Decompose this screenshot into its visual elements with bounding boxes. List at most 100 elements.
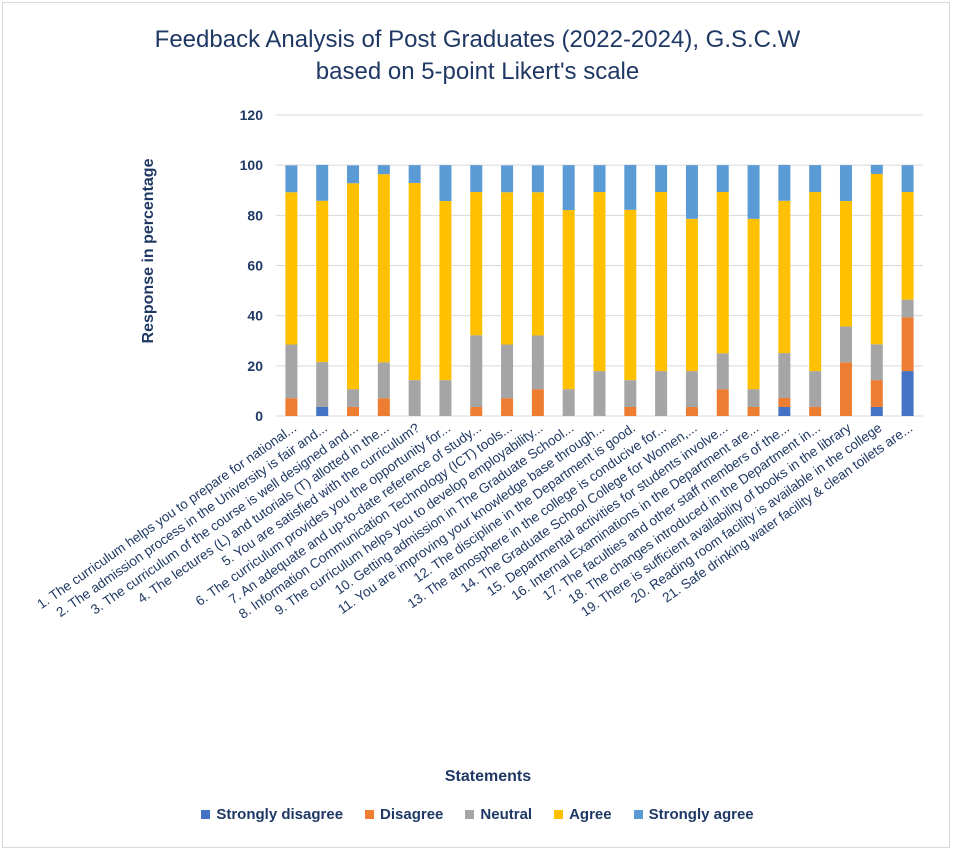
bar-segment <box>316 164 329 201</box>
bar-segment <box>285 165 298 193</box>
bar-segment <box>285 398 298 416</box>
bar-segment <box>501 192 514 345</box>
bar-segment <box>316 362 329 407</box>
chart-title-line-2: based on 5-point Likert's scale <box>315 58 640 85</box>
bar-segment <box>470 165 483 193</box>
bar-segment <box>408 182 421 381</box>
y-axis-title: Response in percentage <box>140 158 157 343</box>
legend-label: Strongly disagree <box>216 806 344 823</box>
legend-swatch <box>465 810 475 819</box>
bar-segment <box>624 164 637 210</box>
bar-segment <box>870 380 883 407</box>
chart-title-line-1: Feedback Analysis of Post Graduates (202… <box>154 26 801 53</box>
bar-segment <box>901 371 914 416</box>
bar-segment <box>839 165 852 202</box>
bar-segment <box>655 371 668 416</box>
bar-segment <box>439 165 452 202</box>
bar-segment <box>470 406 483 416</box>
bar-segment <box>716 165 729 193</box>
bar-segment <box>531 192 544 336</box>
bar-segment <box>470 335 483 407</box>
bar-segment <box>377 165 390 175</box>
bar-segment <box>778 164 791 201</box>
bar-segment <box>531 389 544 416</box>
bar-segment <box>285 192 298 345</box>
y-tick-label: 80 <box>247 207 263 223</box>
bar-segment <box>377 398 390 416</box>
legend-item: Agree <box>554 806 612 823</box>
bar-segment <box>839 362 852 416</box>
legend-swatch <box>365 810 375 819</box>
bar-segment <box>716 353 729 390</box>
bar-segment <box>716 192 729 354</box>
bar-segment <box>870 406 883 416</box>
chart-title: Feedback Analysis of Post Graduates (202… <box>0 24 955 88</box>
bar-segment <box>901 165 914 193</box>
bar-segment <box>624 406 637 416</box>
y-tick-label: 0 <box>255 408 263 424</box>
legend-swatch <box>554 810 564 819</box>
bar-segment <box>347 165 360 184</box>
bar-segment <box>685 406 698 416</box>
bar-segment <box>747 389 760 407</box>
bar-segment <box>593 165 606 193</box>
bar-segment <box>439 380 452 416</box>
bar-segment <box>624 380 637 407</box>
bar-segment <box>685 371 698 407</box>
bar-segment <box>809 192 822 372</box>
bar-segment <box>377 362 390 399</box>
bar-segment <box>408 165 421 183</box>
legend-label: Agree <box>569 806 612 823</box>
y-tick-label: 40 <box>247 308 263 324</box>
bar-segment <box>470 192 483 336</box>
bar-segment <box>347 389 360 407</box>
legend-label: Neutral <box>480 806 533 823</box>
bar-segment <box>501 398 514 416</box>
bar-segment <box>809 165 822 193</box>
bar-segment <box>408 380 421 416</box>
legend-label: Disagree <box>380 806 444 823</box>
bar-segment <box>747 406 760 416</box>
bar-segment <box>901 299 914 318</box>
bar-segment <box>347 406 360 416</box>
legend: Strongly disagree Disagree Neutral Agree Str… <box>0 806 955 823</box>
y-tick-label: 100 <box>240 157 264 173</box>
bars <box>285 164 914 416</box>
bar-segment <box>839 201 852 327</box>
bar-segment <box>839 326 852 363</box>
y-tick-label: 120 <box>240 107 264 123</box>
bar-segment <box>778 200 791 354</box>
legend-item: Disagree <box>365 806 443 823</box>
bar-segment <box>501 344 514 399</box>
y-tick-label: 20 <box>247 358 263 374</box>
bar-segment <box>685 165 698 219</box>
bar-segment <box>562 210 575 390</box>
y-tick-labels: 0 20 40 60 80 100 120 <box>240 107 264 424</box>
legend-item: Strongly agree <box>633 806 754 823</box>
bar-segment <box>655 165 668 193</box>
bar-segment <box>347 183 360 390</box>
bar-segment <box>562 389 575 416</box>
bar-segment <box>870 344 883 381</box>
x-axis-title: Statements <box>445 768 531 785</box>
bar-segment <box>501 165 514 193</box>
bar-segment <box>377 174 390 363</box>
bar-segment <box>593 192 606 372</box>
bar-segment <box>778 397 791 407</box>
bar-segment <box>531 165 544 193</box>
bar-segment <box>778 353 791 398</box>
category-labels: 1. The curriculum helps you to prepare f… <box>34 420 915 622</box>
bar-segment <box>809 406 822 416</box>
legend-swatch <box>201 810 211 819</box>
bar-segment <box>593 371 606 416</box>
bar-segment <box>655 192 668 372</box>
bar-segment <box>747 218 760 390</box>
bar-segment <box>562 165 575 211</box>
bar-segment <box>624 209 637 381</box>
bar-segment <box>316 200 329 363</box>
bar-segment <box>870 173 883 345</box>
bar-segment <box>747 165 760 219</box>
bar-segment <box>716 389 729 416</box>
y-tick-label: 60 <box>247 258 263 274</box>
